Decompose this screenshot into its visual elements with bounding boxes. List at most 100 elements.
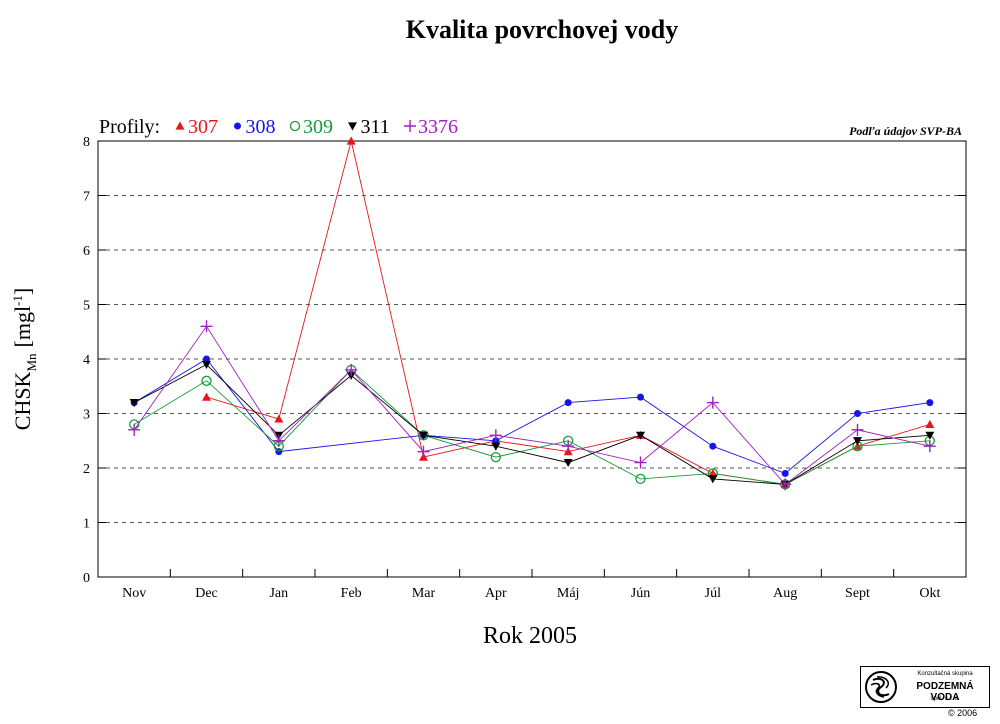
data-point-308 bbox=[781, 469, 789, 477]
series-line-308 bbox=[133, 358, 930, 474]
y-axis-label-unit-sup: -1 bbox=[10, 295, 25, 306]
legend-item-311: 311 bbox=[348, 116, 390, 138]
y-axis-label-unit-close: ] bbox=[10, 288, 35, 295]
copyright-text: © 2006 bbox=[948, 708, 978, 718]
data-point-3376 bbox=[345, 363, 358, 376]
series-308 bbox=[130, 355, 934, 477]
data-point-311 bbox=[491, 442, 501, 451]
data-point-307 bbox=[925, 419, 935, 428]
y-axis-label-sub: Mn bbox=[24, 353, 39, 372]
data-point-308 bbox=[854, 410, 861, 417]
logo-mark-icon bbox=[865, 671, 897, 703]
series-309 bbox=[129, 364, 935, 490]
y-axis: 0 1 2 3 4 5 6 7 8 bbox=[83, 135, 966, 586]
chart-title: Kvalita povrchovej vody bbox=[406, 15, 679, 44]
legend-marker-311 bbox=[348, 122, 357, 131]
y-tick-label: 3 bbox=[83, 408, 90, 423]
y-tick-label: 7 bbox=[83, 190, 90, 205]
x-tick-label: Máj bbox=[557, 586, 580, 601]
data-point-308 bbox=[564, 399, 572, 407]
x-tick-label: Jún bbox=[631, 586, 650, 601]
y-tick-label: 2 bbox=[83, 462, 90, 477]
series-307 bbox=[202, 136, 935, 488]
legend: Profily: 307 308 309 311 3376 bbox=[99, 116, 458, 138]
y-tick-label: 0 bbox=[83, 571, 90, 586]
data-point-307 bbox=[202, 392, 211, 401]
data-point-311 bbox=[202, 360, 211, 369]
data-point-308 bbox=[637, 393, 644, 401]
y-tick-label: 8 bbox=[83, 135, 90, 150]
x-tick-label: Dec bbox=[195, 586, 218, 601]
data-point-311 bbox=[419, 431, 428, 440]
y-axis-label-main: CHSK bbox=[10, 371, 35, 430]
legend-item-3376: 3376 bbox=[404, 116, 458, 138]
data-point-3376 bbox=[851, 423, 864, 436]
data-point-3376 bbox=[923, 440, 936, 453]
legend-label-309: 309 bbox=[303, 116, 333, 138]
data-point-3376 bbox=[634, 456, 647, 469]
data-point-308 bbox=[203, 355, 210, 363]
legend-label-3376: 3376 bbox=[418, 116, 458, 138]
data-point-307 bbox=[346, 136, 356, 145]
legend-label-308: 308 bbox=[246, 116, 276, 138]
legend-item-308: 308 bbox=[234, 116, 276, 138]
data-point-311 bbox=[853, 437, 862, 446]
y-tick-label: 6 bbox=[83, 244, 90, 259]
data-point-308 bbox=[926, 399, 934, 407]
data-point-309 bbox=[201, 375, 212, 386]
data-point-309 bbox=[490, 451, 501, 463]
data-point-308 bbox=[709, 442, 717, 450]
x-tick-label: Okt bbox=[919, 586, 940, 601]
series-line-311 bbox=[133, 363, 930, 485]
data-point-311 bbox=[636, 431, 645, 440]
y-tick-label: 5 bbox=[83, 299, 90, 314]
x-tick-label: Mar bbox=[412, 586, 436, 601]
y-axis-label: CHSKMn [mgl-1] bbox=[10, 288, 39, 430]
legend-label-311: 311 bbox=[361, 116, 390, 138]
data-point-3376 bbox=[706, 396, 719, 409]
data-point-309 bbox=[635, 473, 646, 485]
y-tick-label: 1 bbox=[83, 517, 90, 532]
source-note: Podľa údajov SVP-BA bbox=[849, 124, 962, 138]
legend-item-307: 307 bbox=[175, 116, 218, 138]
data-point-3376 bbox=[417, 445, 430, 458]
x-tick-label: Apr bbox=[485, 586, 507, 601]
legend-marker-3376 bbox=[404, 120, 416, 132]
data-point-3376 bbox=[200, 320, 213, 333]
y-tick-label: 4 bbox=[83, 353, 90, 368]
data-point-311 bbox=[129, 399, 139, 408]
legend-marker-308 bbox=[234, 122, 241, 130]
series-3376 bbox=[128, 320, 936, 491]
logo-name: PODZEMNÁ VODA bbox=[916, 681, 974, 703]
x-tick-label: Júl bbox=[705, 586, 721, 601]
series-group bbox=[128, 136, 936, 491]
legend-title: Profily: bbox=[99, 116, 160, 138]
legend-items: 307 308 309 311 3376 bbox=[175, 116, 458, 138]
series-line-307 bbox=[206, 140, 930, 485]
data-point-3376 bbox=[128, 423, 141, 436]
grid-lines bbox=[98, 195, 966, 523]
logo-subtitle: Konzultačná skupina bbox=[917, 671, 973, 677]
y-axis-label-unit: [mgl bbox=[10, 306, 35, 348]
legend-item-309: 309 bbox=[289, 116, 333, 138]
x-tick-label: Aug bbox=[773, 586, 797, 601]
legend-marker-309 bbox=[289, 120, 301, 132]
data-point-3376 bbox=[562, 440, 575, 453]
data-point-3376 bbox=[272, 434, 285, 447]
series-311 bbox=[129, 360, 935, 489]
x-tick-label: Sept bbox=[845, 586, 870, 601]
x-axis: Nov Dec Jan Feb Mar Apr Máj Jún Júl Aug Sept Okt bbox=[122, 569, 940, 601]
company-logo: Konzultačná skupina PODZEMNÁ VODA spol. … bbox=[860, 666, 990, 708]
data-point-311 bbox=[925, 431, 935, 440]
data-point-3376 bbox=[489, 429, 502, 442]
logo-company-type: spol. s r. o. bbox=[930, 696, 960, 702]
series-line-3376 bbox=[133, 325, 930, 486]
x-axis-label: Rok 2005 bbox=[483, 623, 577, 649]
x-tick-label: Nov bbox=[122, 586, 146, 601]
data-point-307 bbox=[274, 414, 284, 423]
x-tick-label: Feb bbox=[341, 586, 362, 601]
data-point-3376 bbox=[779, 478, 792, 491]
series-line-309 bbox=[133, 369, 930, 485]
data-point-311 bbox=[563, 458, 573, 468]
